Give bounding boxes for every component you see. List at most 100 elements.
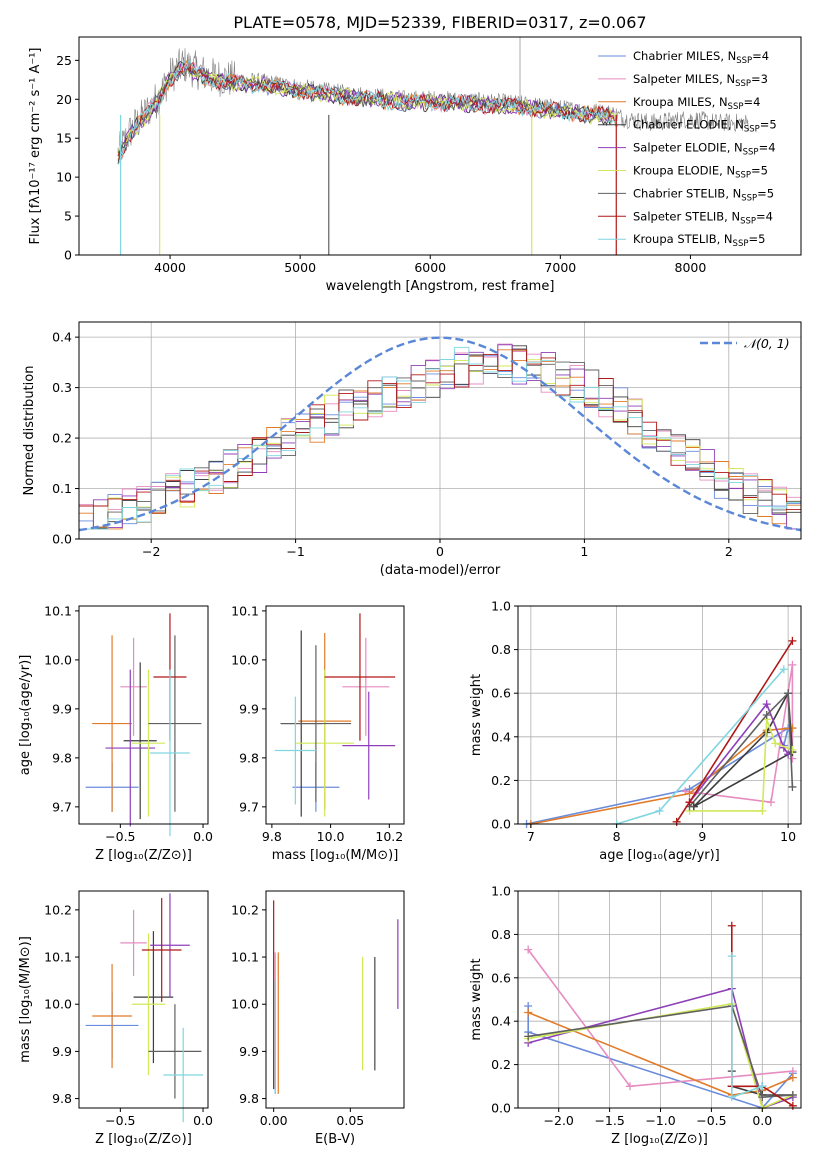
- y-tick-label: 10.1: [231, 950, 259, 965]
- legend-label: Chabrier ELODIE, NSSP=5: [633, 118, 777, 135]
- panel-age-vs-metallicity: −0.5 0.0 9.7 9.8 9.9 10.0 10.1 Z [log₁₀(Z/Z⊙)] a…: [18, 603, 213, 863]
- weight-marker: [524, 1032, 533, 1041]
- x-tick-label: 10.0: [317, 829, 345, 844]
- weight-marker: [766, 798, 775, 807]
- histogram-series: [78, 346, 801, 539]
- y-tick-label: 0.0: [52, 532, 72, 547]
- y-tick-label: 9.8: [239, 1091, 259, 1106]
- y-axis-label: Flux [fλ10⁻¹⁷ erg cm⁻² s⁻¹ A⁻¹]: [28, 48, 43, 245]
- x-tick-label: 9: [698, 829, 706, 844]
- weight-marker: [788, 636, 797, 645]
- y-tick-label: 1.0: [491, 599, 511, 614]
- y-tick-label: 0.4: [491, 1014, 511, 1029]
- weight-marker: [625, 1082, 634, 1091]
- x-tick-label: 0.00: [260, 1113, 288, 1128]
- x-axis-label: wavelength [Angstrom, rest frame]: [326, 279, 555, 294]
- x-tick-label: 1: [580, 544, 588, 559]
- weight-line: [527, 987, 794, 1110]
- x-tick-label: 0.0: [193, 829, 213, 844]
- axes-frame: [265, 890, 405, 1109]
- y-tick-label: 10: [56, 170, 72, 185]
- panel-spectrum: Chabrier MILES, NSSP=4 Salpeter MILES, NS…: [28, 36, 802, 294]
- x-tick-label: −1: [286, 544, 304, 559]
- legend-label: 𝒩(0, 1): [744, 336, 790, 351]
- y-tick-label: 20: [56, 92, 72, 107]
- y-tick-label: 0.2: [491, 1057, 511, 1072]
- legend-label: Kroupa STELIB, NSSP=5: [633, 232, 765, 249]
- y-tick-label: 9.9: [239, 1044, 259, 1059]
- weight-line: [527, 1011, 794, 1096]
- y-tick-label: 0: [64, 248, 72, 263]
- y-tick-label: 10.0: [44, 652, 72, 667]
- x-axis-label: age [log₁₀(age/yr)]: [599, 848, 720, 863]
- model-spectrum-line: [117, 65, 612, 156]
- panel-weight-vs-metallicity: −2.0 −1.5 −1.0 −0.5 0.0 0.0 0.2 0.4 0.6 0.8 1.0 Z […: [469, 884, 802, 1147]
- y-tick-label: 10.2: [44, 902, 72, 917]
- panel-residual-histogram: 𝒩(0, 1) −2 −1 0 1 2 0.0 0.1 0.2 0.3 0.4 (data-model…: [22, 321, 802, 578]
- weight-line: [685, 664, 794, 804]
- weight-marker: [788, 660, 797, 669]
- weight-line: [527, 1006, 794, 1109]
- x-tick-label: 10: [780, 829, 796, 844]
- weight-marker: [779, 665, 788, 674]
- x-axis-label: Z [log₁₀(Z/Z⊙)]: [95, 1132, 192, 1147]
- y-tick-label: 5: [64, 209, 72, 224]
- weight-marker: [655, 806, 664, 815]
- weight-marker: [727, 1093, 736, 1102]
- legend-label: Kroupa MILES, NSSP=4: [633, 95, 760, 112]
- weight-marker: [788, 745, 797, 754]
- y-tick-label: 0.6: [491, 686, 511, 701]
- y-tick-label: 0.8: [491, 642, 511, 657]
- y-axis-label: mass weight: [469, 674, 484, 756]
- y-tick-label: 0.1: [52, 481, 72, 496]
- x-axis-label: (data-model)/error: [380, 563, 501, 578]
- y-tick-label: 15: [56, 131, 72, 146]
- x-tick-label: 0.0: [193, 1113, 213, 1128]
- y-tick-label: 0.4: [491, 729, 511, 744]
- histogram-series: [78, 349, 801, 539]
- x-tick-label: −0.5: [105, 829, 135, 844]
- weight-marker: [788, 1101, 797, 1110]
- y-tick-label: 0.3: [52, 380, 72, 395]
- weight-line: [526, 726, 790, 825]
- x-tick-label: −0.5: [105, 1113, 135, 1128]
- panel-mass-vs-extinction: 0.00 0.05 9.8 9.9 10.0 10.1 10.2 E(B-V): [231, 890, 405, 1147]
- x-tick-label: 8: [613, 829, 621, 844]
- y-tick-label: 1.0: [491, 884, 511, 899]
- y-axis-label: Normed distribution: [22, 366, 37, 496]
- y-tick-label: 25: [56, 53, 72, 68]
- y-tick-label: 10.0: [231, 997, 259, 1012]
- y-axis-label: age [log₁₀(age/yr)]: [18, 655, 33, 776]
- weight-marker: [685, 789, 694, 798]
- x-tick-label: −1.5: [594, 1113, 624, 1128]
- x-axis-label: E(B-V): [315, 1132, 355, 1147]
- y-tick-label: 0.2: [52, 431, 72, 446]
- y-tick-label: 10.2: [231, 902, 259, 917]
- axes-frame: [517, 605, 802, 825]
- legend-label: Kroupa ELODIE, NSSP=5: [633, 164, 768, 181]
- x-tick-label: 10.2: [375, 829, 403, 844]
- weight-line: [676, 640, 794, 823]
- y-tick-label: 10.1: [231, 603, 259, 618]
- weight-marker: [784, 689, 793, 698]
- model-spectrum-line: [117, 69, 618, 157]
- legend-label: Salpeter STELIB, NSSP=4: [633, 209, 773, 226]
- x-tick-label: −2.0: [544, 1113, 574, 1128]
- y-tick-label: 10.0: [44, 997, 72, 1012]
- weight-marker: [727, 921, 736, 930]
- x-axis-label: Z [log₁₀(Z/Z⊙)]: [611, 1132, 708, 1147]
- y-tick-label: 0.8: [491, 927, 511, 942]
- y-tick-label: 10.0: [231, 652, 259, 667]
- x-tick-label: 4000: [154, 260, 186, 275]
- weight-marker: [762, 711, 771, 719]
- weight-line: [688, 691, 794, 808]
- x-tick-label: 6000: [414, 260, 446, 275]
- weight-marker: [685, 798, 694, 807]
- x-tick-label: −0.5: [696, 1113, 726, 1128]
- weight-marker: [758, 1082, 767, 1091]
- x-tick-label: −1.0: [645, 1113, 675, 1128]
- x-tick-label: 0.05: [336, 1113, 364, 1128]
- weight-marker: [788, 1090, 797, 1099]
